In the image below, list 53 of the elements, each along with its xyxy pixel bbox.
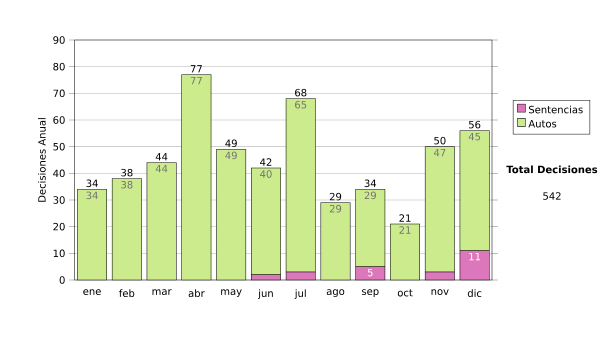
data-label: 34 — [86, 192, 98, 200]
data-label: 44 — [156, 164, 168, 172]
y-tick-label: 30 — [53, 196, 65, 204]
x-tick-label: may — [221, 289, 242, 297]
x-tick-label: ene — [83, 289, 101, 296]
text: 542 — [543, 192, 561, 200]
data-label: 77 — [190, 76, 202, 84]
x-tick-label: jun — [258, 289, 273, 299]
legend-label: Sentencias — [529, 106, 583, 114]
x-tick-label: feb — [119, 289, 134, 298]
total-label: 34 — [86, 180, 98, 188]
y-tick-label: 0 — [60, 276, 65, 284]
total-label: 29 — [330, 192, 342, 200]
y-tick-label: 90 — [53, 36, 65, 44]
y-tick-label: 20 — [53, 222, 65, 230]
y-tick-label: 10 — [54, 250, 65, 258]
data-label: 49 — [225, 152, 237, 160]
text: Total Decisiones — [506, 165, 598, 174]
y-tick-label: 50 — [53, 142, 65, 150]
data-label: 5 — [368, 268, 373, 276]
y-tick-label: 40 — [53, 170, 65, 178]
data-label: 45 — [468, 132, 480, 140]
data-label: 29 — [330, 204, 342, 213]
y-tick-label: 60 — [53, 116, 65, 124]
total-label: 56 — [469, 120, 480, 128]
x-tick-label: jul — [294, 289, 306, 299]
x-tick-label: nov — [432, 289, 449, 296]
x-tick-label: ago — [326, 289, 344, 297]
x-tick-label: dic — [468, 289, 482, 298]
x-tick-label: mar — [152, 289, 172, 296]
data-label: 47 — [434, 148, 446, 156]
total-label: 42 — [260, 158, 272, 166]
total-label: 34 — [364, 180, 376, 188]
data-label: 38 — [121, 180, 132, 189]
data-label: 21 — [399, 226, 410, 234]
y-tick-label: 80 — [53, 62, 65, 70]
total-label: 77 — [190, 65, 202, 72]
y-axis-title: Decisiones Anual — [38, 118, 46, 202]
total-label: 49 — [225, 140, 237, 148]
total-label: 44 — [156, 153, 168, 160]
data-label: 40 — [260, 170, 272, 178]
data-label: 29 — [364, 192, 376, 200]
x-tick-label: oct — [398, 289, 413, 296]
total-label: 50 — [434, 136, 446, 144]
total-label: 68 — [295, 88, 306, 96]
x-tick-label: sep — [362, 289, 379, 297]
x-tick-label: abr — [188, 289, 205, 298]
y-tick-label: 70 — [53, 90, 65, 98]
legend-label: Autos — [528, 120, 556, 128]
data-label: 65 — [295, 100, 306, 109]
data-label: 11 — [469, 252, 480, 260]
total-label: 21 — [399, 214, 410, 222]
total-label: 38 — [121, 168, 132, 176]
